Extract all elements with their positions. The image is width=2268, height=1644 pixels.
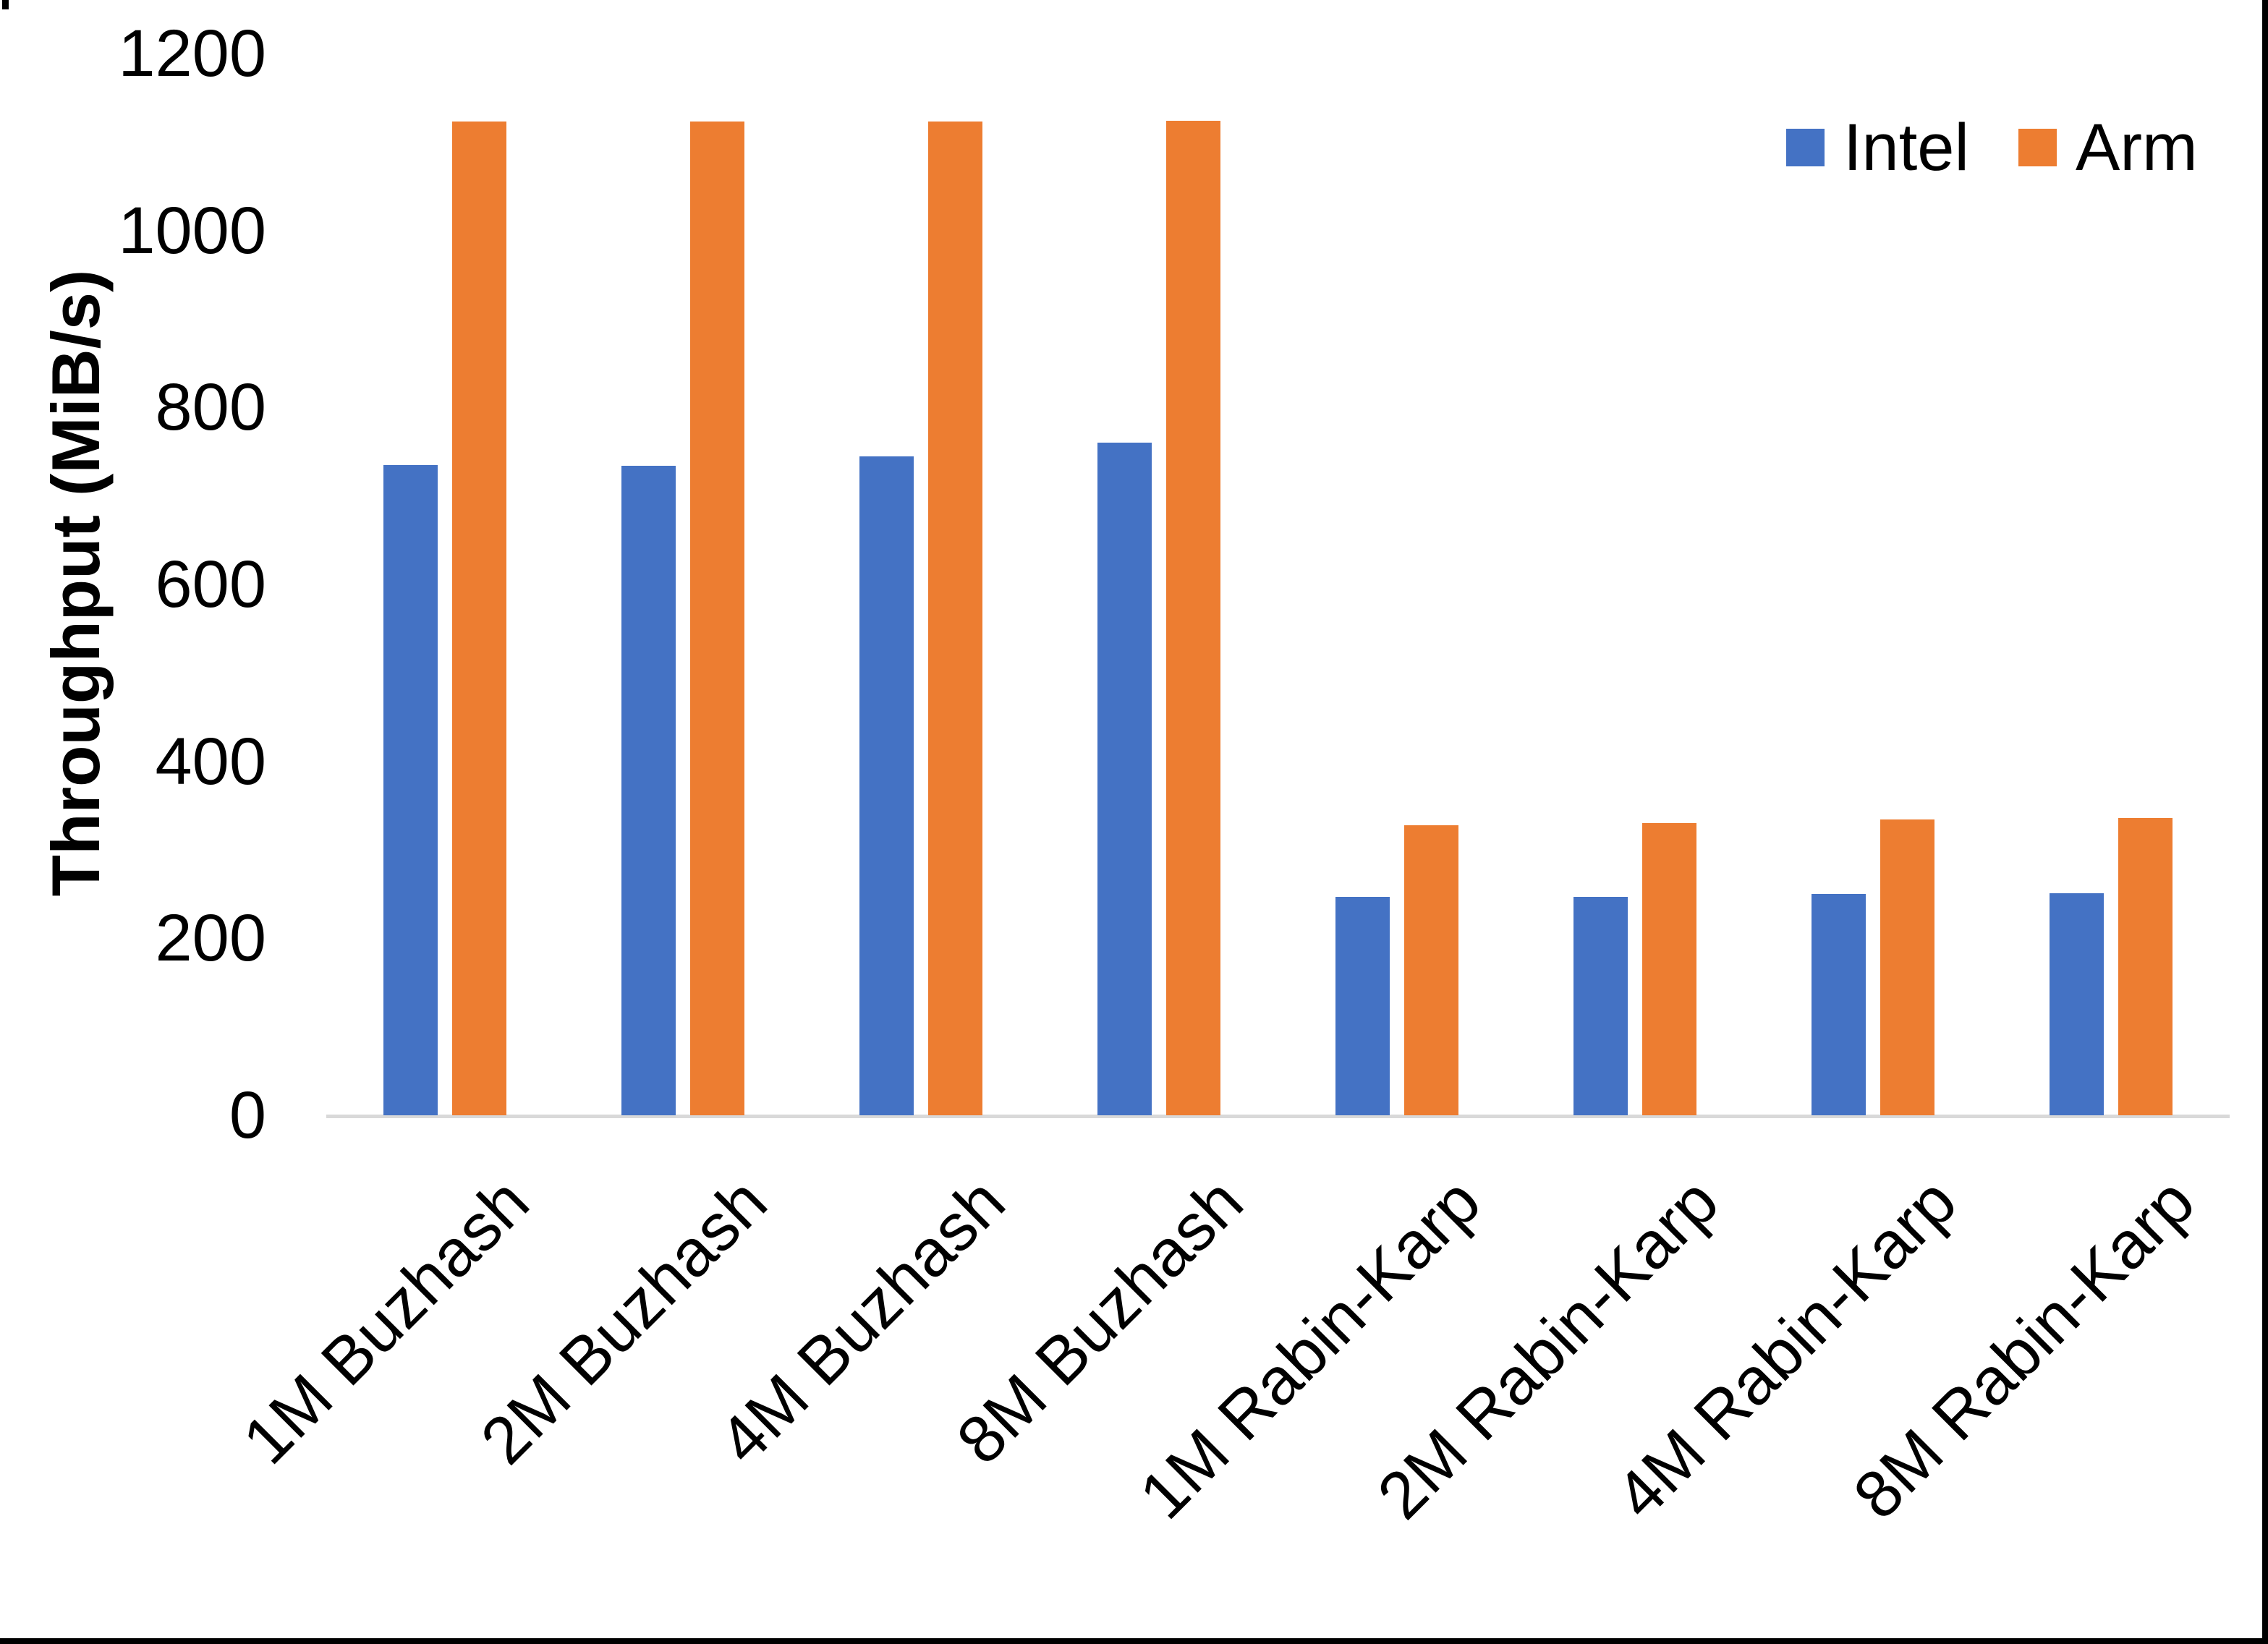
bar-intel-1m-buzhash [383,465,438,1115]
bar-intel-2m-rabin-karp [1573,897,1628,1115]
bar-intel-4m-buzhash [859,456,914,1115]
bar-arm-4m-rabin-karp [1880,819,1934,1115]
y-tick-0: 0 [229,1078,266,1152]
bar-intel-2m-buzhash [621,466,676,1115]
legend-swatch-arm [2018,129,2057,166]
y-tick-600: 600 [155,548,267,621]
bar-arm-1m-rabin-karp [1403,825,1458,1115]
y-tick-1200: 1200 [118,17,266,90]
bar-arm-2m-buzhash [690,122,745,1115]
bar-arm-2m-rabin-karp [1641,823,1696,1115]
x-axis-line [326,1115,2230,1118]
legend-label-arm: Arm [2076,111,2198,184]
bar-intel-8m-rabin-karp [2049,893,2104,1115]
y-tick-1000: 1000 [118,193,266,268]
y-tick-400: 400 [155,724,267,798]
y-tick-800: 800 [155,370,267,445]
legend-item-intel: Intel [1786,114,1969,181]
y-axis-title: Throughput (MiB/s) [38,269,114,897]
legend-label-intel: Intel [1843,111,1969,184]
bar-arm-1m-buzhash [452,122,507,1115]
bar-arm-8m-buzhash [1166,121,1221,1115]
frame-border-right [2262,0,2268,1644]
frame-corner-artifact [2,0,9,9]
y-tick-200: 200 [155,901,267,976]
legend-swatch-intel [1786,129,1825,166]
bar-arm-8m-rabin-karp [2118,818,2173,1115]
bar-arm-4m-buzhash [928,122,983,1115]
frame-border-bottom [0,1638,2268,1644]
bar-intel-8m-buzhash [1097,443,1152,1115]
bar-intel-4m-rabin-karp [1811,894,1866,1115]
bar-intel-1m-rabin-karp [1335,897,1390,1115]
legend-item-arm: Arm [2018,114,2198,181]
